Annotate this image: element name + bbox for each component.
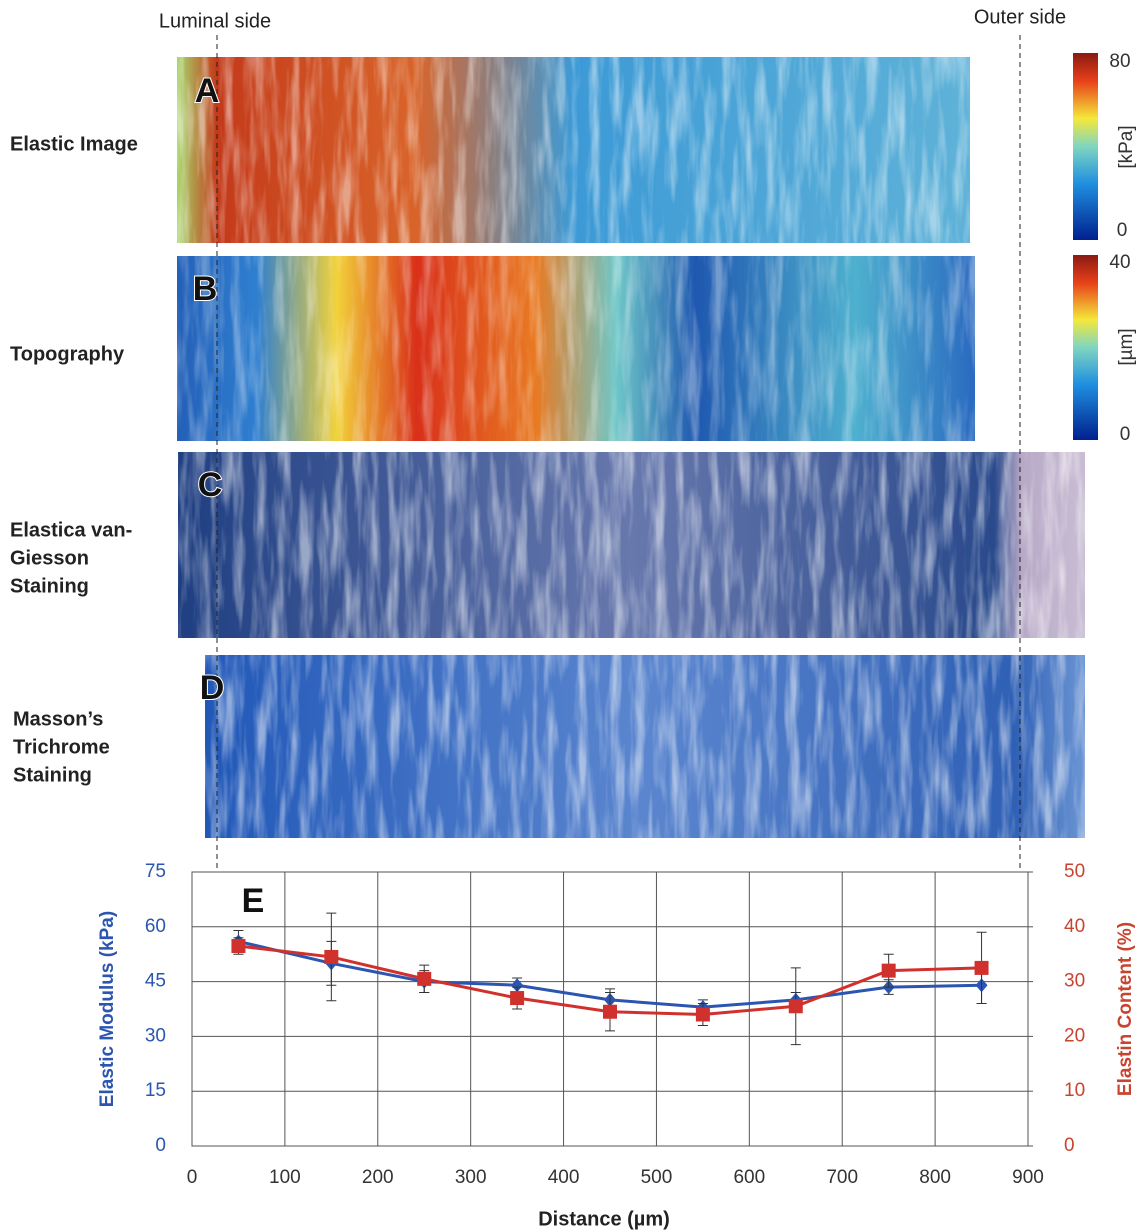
panel-letter: C: [198, 466, 223, 504]
x-tick-label: 300: [455, 1167, 487, 1188]
x-tick-label: 700: [826, 1167, 858, 1188]
panel-letter: D: [200, 669, 225, 707]
marker: [511, 978, 524, 993]
x-tick-label: 800: [919, 1167, 951, 1188]
row-label: Topography: [10, 343, 125, 365]
colorbar-max: 80: [1109, 51, 1130, 72]
colorbar-min: 0: [1120, 424, 1131, 445]
colorbar-max: 40: [1109, 252, 1130, 273]
marker: [231, 938, 246, 953]
y2-tick-label: 20: [1064, 1025, 1085, 1046]
y-tick-label: 45: [145, 971, 166, 992]
y2-tick-label: 0: [1064, 1135, 1075, 1156]
colorbar-min: 0: [1117, 220, 1128, 241]
texture: [205, 655, 1085, 838]
x-tick-label: 900: [1012, 1167, 1044, 1188]
outer-label: Outer side: [974, 6, 1066, 28]
y2-tick-label: 30: [1064, 971, 1085, 992]
row-label: Masson’s: [13, 708, 103, 730]
x-tick-label: 400: [548, 1167, 580, 1188]
y-tick-label: 30: [145, 1025, 166, 1046]
colorbar: [1073, 53, 1098, 240]
y-tick-label: 0: [155, 1135, 166, 1156]
row-label: Elastica van-: [10, 519, 132, 541]
row-label: Elastic Image: [10, 133, 138, 155]
y2-tick-label: 40: [1064, 916, 1085, 937]
y2-tick-label: 50: [1064, 861, 1085, 882]
x-tick-label: 200: [362, 1167, 394, 1188]
x-tick-label: 600: [733, 1167, 765, 1188]
x-axis-title: Distance (µm): [538, 1208, 670, 1230]
y2-tick-label: 10: [1064, 1080, 1085, 1101]
marker: [324, 949, 339, 964]
marker: [510, 991, 525, 1006]
y-tick-label: 15: [145, 1080, 166, 1101]
panel-letter: B: [193, 270, 218, 308]
colorbar: [1073, 255, 1098, 440]
marker: [695, 1007, 710, 1022]
luminal-label: Luminal side: [159, 10, 271, 32]
marker: [974, 960, 989, 975]
marker: [417, 971, 432, 986]
y2-axis-title: Elastin Content (%): [1115, 922, 1136, 1096]
marker: [603, 1004, 617, 1019]
row-label: Giesson: [10, 547, 89, 569]
row-label: Staining: [10, 575, 89, 597]
texture: [178, 452, 1085, 638]
panel-letter: A: [195, 72, 220, 110]
row-label: Staining: [13, 764, 92, 786]
y-tick-label: 60: [145, 916, 166, 937]
x-tick-label: 0: [187, 1167, 198, 1188]
y-axis-title: Elastic Modulus (kPa): [97, 911, 118, 1107]
marker: [881, 963, 896, 978]
y-tick-label: 75: [145, 861, 166, 882]
marker: [788, 999, 803, 1014]
image-panels: [177, 35, 1098, 870]
x-tick-label: 500: [641, 1167, 673, 1188]
texture: [177, 57, 970, 243]
colorbar-unit: [µm]: [1116, 328, 1137, 365]
x-tick-label: 100: [269, 1167, 301, 1188]
colorbar-unit: [kPa]: [1116, 125, 1137, 168]
panel-letter: E: [242, 882, 265, 920]
row-label: Trichrome: [13, 736, 110, 758]
texture: [177, 256, 975, 441]
